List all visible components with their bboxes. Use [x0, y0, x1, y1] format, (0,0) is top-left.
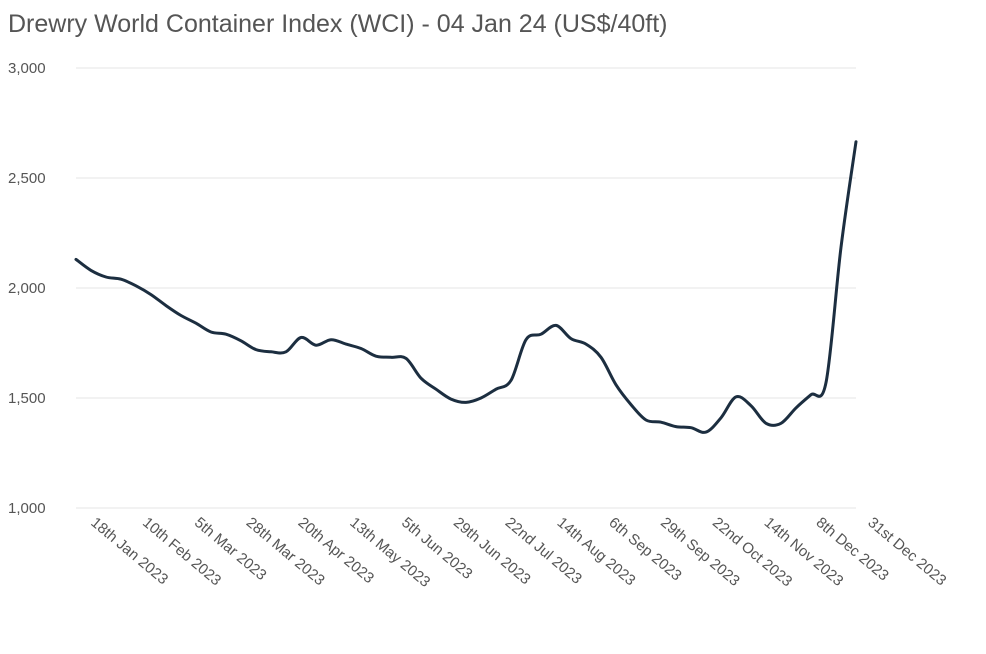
y-tick-label: 3,000: [8, 60, 46, 77]
y-tick-label: 2,500: [8, 170, 46, 187]
chart-title: Drewry World Container Index (WCI) - 04 …: [8, 10, 668, 38]
y-tick-label: 2,000: [8, 280, 46, 297]
grid-lines: [76, 67, 856, 509]
wci-series-line: [74, 140, 858, 434]
series-lines: [74, 140, 858, 434]
y-tick-label: 1,500: [8, 390, 46, 407]
y-tick-label: 1,000: [8, 500, 46, 517]
y-axis-labels: 3,000 2,500 2,000 1,500 1,000: [8, 60, 46, 517]
